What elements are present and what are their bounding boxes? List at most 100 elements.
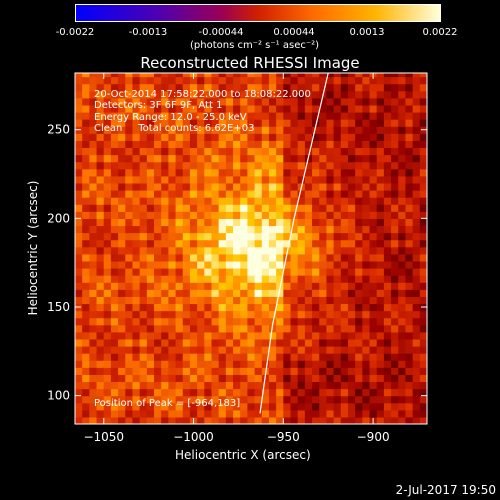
heatmap-cell [362,211,371,219]
heatmap-cell [110,119,119,127]
heatmap-cell [175,133,184,141]
heatmap-cell [240,154,248,163]
heatmap-cell [110,83,119,92]
heatmap-cell [268,338,277,347]
heatmap-cell [89,112,98,120]
heatmap-cell [355,97,363,106]
heatmap-cell [233,97,241,106]
heatmap-cell [154,289,162,297]
heatmap-cell [146,182,155,191]
heatmap-cell [319,388,328,397]
heatmap-cell [283,275,292,283]
heatmap-cell [405,260,414,269]
heatmap-cell [182,147,191,156]
heatmap-cell [405,197,414,205]
heatmap-cell [391,190,399,198]
heatmap-cell [369,175,378,184]
heatmap-cell [383,360,392,368]
heatmap-cell [139,303,148,312]
heatmap-cell [75,197,83,205]
heatmap-cell [89,303,98,312]
heatmap-cell [211,388,220,397]
heatmap-cell [75,353,83,361]
x-tick-label: −950 [267,430,300,444]
heatmap-cell [110,346,119,354]
heatmap-cell [333,367,342,375]
heatmap-cell [369,182,378,191]
heatmap-cell [110,360,119,368]
heatmap-cell [412,104,421,113]
heatmap-cell [233,310,241,319]
heatmap-cell [419,119,427,127]
heatmap-cell [398,90,407,99]
heatmap-cell [161,360,169,368]
heatmap-cell [197,119,205,127]
heatmap-cell [283,310,292,319]
heatmap-cell [75,190,83,198]
heatmap-cell [326,182,335,191]
heatmap-cell [240,147,248,156]
heatmap-cell [240,232,248,241]
heatmap-cell [319,218,328,227]
heatmap-cell [340,239,349,248]
heatmap-cell [347,104,356,113]
heatmap-cell [240,416,248,424]
heatmap-cell [118,317,126,326]
heatmap-cell [247,133,256,141]
heatmap-cell [211,97,220,106]
heatmap-cell [319,402,328,411]
heatmap-cell [326,260,335,269]
heatmap-cell [326,303,335,312]
heatmap-cell [175,239,184,248]
heatmap-cell [118,381,126,390]
heatmap-cell [340,338,349,347]
heatmap-cell [340,83,349,92]
heatmap-cell [254,282,263,290]
heatmap-cell [376,154,385,163]
heatmap-cell [261,197,270,205]
heatmap-cell [319,282,328,290]
heatmap-cell [118,161,126,170]
heatmap-cell [82,409,90,418]
heatmap-cell [125,246,134,255]
heatmap-cell [204,303,213,312]
heatmap-cell [419,190,427,198]
heatmap-cell [218,246,227,255]
heatmap-cell [333,112,342,120]
heatmap-cell [326,104,335,113]
heatmap-cell [261,182,270,191]
x-tick-label: −1000 [173,430,214,444]
heatmap-cell [82,197,90,205]
heatmap-cell [333,97,342,106]
colorbar-tick: 0.00044 [273,27,315,38]
heatmap-cell [319,409,328,418]
heatmap-cell [319,303,328,312]
heatmap-cell [362,282,371,290]
heatmap-cell [283,126,292,134]
heatmap-cell [347,175,356,184]
heatmap-cell [182,97,191,106]
heatmap-cell [247,402,256,411]
heatmap-cell [283,374,292,383]
heatmap-cell [154,175,162,184]
heatmap-cell [118,253,126,262]
heatmap-cell [369,402,378,411]
heatmap-cell [189,303,198,312]
heatmap-cell [376,282,385,290]
heatmap-cell [290,289,299,297]
heatmap-cell [175,402,184,411]
heatmap-cell [197,388,205,397]
heatmap-cell [297,374,306,383]
heatmap-cell [268,239,277,248]
heatmap-cell [197,147,205,156]
heatmap-cell [254,119,263,127]
heatmap-cell [383,112,392,120]
heatmap-cell [125,374,134,383]
heatmap-cell [146,218,155,227]
heatmap-cell [154,275,162,283]
heatmap-cell [268,175,277,184]
heatmap-cell [304,338,313,347]
heatmap-cell [189,175,198,184]
heatmap-cell [362,204,371,212]
heatmap-cell [161,175,169,184]
